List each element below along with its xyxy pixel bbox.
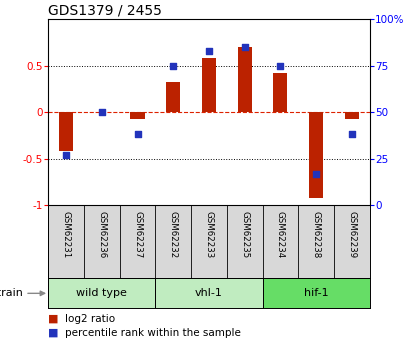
- Point: [206, 48, 212, 53]
- Bar: [309, 112, 323, 198]
- Text: log2 ratio: log2 ratio: [65, 314, 115, 324]
- Point: [241, 44, 248, 50]
- Point: [312, 171, 319, 176]
- Text: GSM62235: GSM62235: [240, 211, 249, 258]
- Text: wild type: wild type: [76, 288, 127, 298]
- Text: GSM62236: GSM62236: [97, 211, 106, 258]
- Text: GSM62233: GSM62233: [205, 211, 213, 258]
- Bar: [202, 58, 216, 112]
- Point: [98, 109, 105, 115]
- Bar: [273, 73, 288, 112]
- Text: GSM62234: GSM62234: [276, 211, 285, 258]
- Text: ■: ■: [48, 314, 59, 324]
- Bar: [59, 112, 74, 151]
- Text: GDS1379 / 2455: GDS1379 / 2455: [48, 4, 162, 18]
- Point: [170, 63, 177, 68]
- Text: GSM62237: GSM62237: [133, 211, 142, 258]
- Point: [63, 152, 70, 158]
- Text: vhl-1: vhl-1: [195, 288, 223, 298]
- Text: percentile rank within the sample: percentile rank within the sample: [65, 328, 241, 338]
- Point: [349, 132, 355, 137]
- Bar: [345, 112, 359, 119]
- Bar: [262, 278, 370, 308]
- Text: GSM62231: GSM62231: [62, 211, 71, 258]
- Text: GSM62239: GSM62239: [347, 211, 356, 258]
- Bar: [166, 82, 181, 112]
- Point: [277, 63, 284, 68]
- Bar: [155, 278, 262, 308]
- Point: [134, 132, 141, 137]
- Text: ■: ■: [48, 328, 59, 338]
- Text: GSM62238: GSM62238: [312, 211, 320, 258]
- Text: hif-1: hif-1: [304, 288, 328, 298]
- Bar: [130, 112, 144, 119]
- Bar: [48, 278, 155, 308]
- Text: strain: strain: [0, 288, 24, 298]
- Text: GSM62232: GSM62232: [169, 211, 178, 258]
- Bar: [238, 47, 252, 112]
